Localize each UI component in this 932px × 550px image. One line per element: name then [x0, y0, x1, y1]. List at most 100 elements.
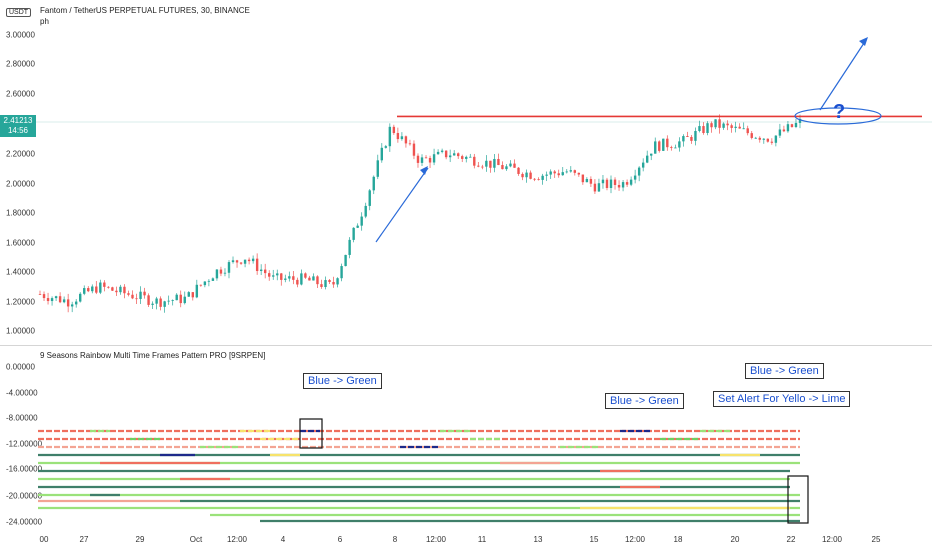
candle-body: [384, 146, 388, 148]
time-tick: 6: [337, 535, 343, 544]
candle-body: [388, 126, 392, 147]
candle-body: [798, 118, 802, 123]
price-tick: 2.00000: [6, 179, 35, 189]
candle-body: [155, 298, 158, 304]
candle-body: [473, 156, 476, 166]
candle-body: [171, 300, 174, 301]
candle-body: [268, 273, 271, 277]
highlight-box-left: [299, 418, 323, 449]
time-tick: 8: [392, 535, 398, 544]
time-tick: Oct: [189, 535, 203, 544]
candle-body: [364, 205, 367, 217]
candle-body: [392, 126, 396, 134]
candle-body: [195, 284, 199, 298]
candle-body: [376, 160, 379, 177]
candle-body: [316, 276, 319, 285]
candle-body: [577, 172, 581, 175]
candle-body: [497, 158, 500, 166]
price-chart[interactable]: [0, 0, 932, 345]
candle-body: [58, 296, 62, 303]
price-tick: 2.20000: [6, 149, 35, 159]
candle-body: [485, 160, 488, 167]
candle-body: [706, 123, 709, 133]
candle-body: [135, 298, 138, 300]
indicator-tick: -8.00000: [6, 413, 38, 423]
candle-body: [227, 262, 231, 273]
candle-body: [465, 156, 468, 159]
candle-body: [412, 143, 416, 156]
candle-body: [183, 296, 186, 304]
candle-body: [408, 143, 412, 145]
candle-body: [790, 124, 794, 128]
candle-body: [272, 275, 275, 277]
candle-body: [344, 254, 347, 267]
candle-body: [477, 165, 480, 167]
candle-body: [199, 284, 203, 286]
candle-body: [481, 166, 484, 168]
candle-body: [645, 155, 649, 163]
candle-body: [308, 277, 311, 281]
candle-body: [597, 183, 601, 192]
candle-body: [300, 273, 303, 285]
candle-body: [746, 128, 749, 134]
candle-body: [263, 269, 267, 274]
candle-body: [505, 166, 508, 170]
candle-body: [525, 172, 528, 178]
candle-body: [581, 174, 585, 183]
candle-body: [778, 129, 782, 136]
candle-body: [674, 147, 677, 149]
candle-body: [457, 153, 460, 157]
arrow-head-icon: [420, 166, 428, 175]
candle-body: [428, 157, 432, 163]
candle-body: [654, 141, 657, 154]
candle-body: [682, 136, 685, 142]
candle-body: [340, 266, 343, 279]
candle-body: [312, 276, 315, 281]
time-tick: 20: [730, 535, 740, 544]
candle-body: [698, 126, 701, 131]
candle-body: [549, 171, 552, 175]
panel-divider[interactable]: [0, 345, 932, 346]
candle-body: [95, 286, 98, 293]
candle-body: [609, 179, 613, 188]
time-tick: 22: [786, 535, 796, 544]
candle-body: [404, 136, 408, 144]
candle-body: [617, 184, 621, 188]
current-price-label: 2.41213 14:56: [0, 115, 36, 137]
candle-body: [243, 259, 247, 264]
candle-body: [666, 138, 669, 148]
candle-body: [786, 124, 790, 132]
time-tick: 25: [871, 535, 881, 544]
candle-body: [66, 299, 70, 307]
candle-body: [533, 178, 536, 180]
candle-body: [292, 276, 295, 280]
candle-body: [259, 269, 263, 272]
candle-body: [187, 292, 190, 297]
candle-body: [400, 136, 404, 140]
candle-body: [175, 294, 178, 301]
candle-body: [710, 123, 713, 128]
candle-body: [517, 167, 520, 174]
indicator-chart[interactable]: [0, 345, 932, 535]
candle-body: [794, 122, 798, 128]
indicator-tick: -4.00000: [6, 388, 38, 398]
candle-body: [79, 293, 82, 302]
candle-body: [440, 150, 444, 152]
candle-body: [444, 150, 448, 158]
candle-body: [766, 138, 770, 142]
candle-body: [42, 294, 46, 299]
time-tick: 11: [477, 535, 487, 544]
time-tick: 29: [135, 535, 145, 544]
candle-body: [54, 296, 58, 299]
candle-body: [553, 171, 556, 174]
candle-body: [762, 138, 766, 140]
candle-body: [46, 298, 50, 302]
candle-body: [678, 141, 681, 148]
candle-body: [348, 239, 351, 255]
candle-body: [436, 151, 440, 155]
currency-badge[interactable]: USDT: [6, 8, 32, 17]
candle-body: [304, 273, 307, 278]
candle-body: [91, 286, 94, 292]
candle-body: [509, 163, 512, 167]
indicator-tick: -24.00000: [6, 517, 43, 527]
